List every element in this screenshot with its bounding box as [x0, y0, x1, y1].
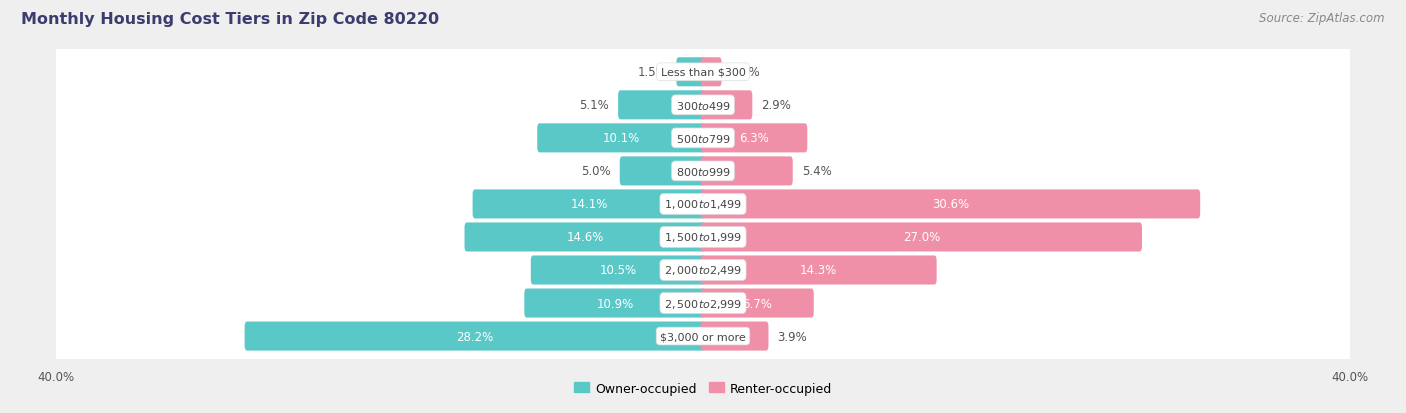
Text: 14.6%: 14.6% [567, 231, 603, 244]
FancyBboxPatch shape [52, 115, 1354, 162]
Text: 30.6%: 30.6% [932, 198, 969, 211]
FancyBboxPatch shape [700, 223, 1142, 252]
Text: $1,000 to $1,499: $1,000 to $1,499 [664, 198, 742, 211]
FancyBboxPatch shape [464, 223, 706, 252]
Text: 10.9%: 10.9% [596, 297, 634, 310]
FancyBboxPatch shape [52, 49, 1354, 96]
Text: $2,500 to $2,999: $2,500 to $2,999 [664, 297, 742, 310]
Text: 27.0%: 27.0% [903, 231, 939, 244]
Text: 6.3%: 6.3% [740, 132, 769, 145]
Text: 6.7%: 6.7% [742, 297, 772, 310]
FancyBboxPatch shape [700, 124, 807, 153]
Text: 14.3%: 14.3% [800, 264, 837, 277]
FancyBboxPatch shape [524, 289, 706, 318]
FancyBboxPatch shape [52, 313, 1354, 360]
Text: $500 to $799: $500 to $799 [675, 133, 731, 145]
FancyBboxPatch shape [700, 58, 721, 87]
FancyBboxPatch shape [531, 256, 706, 285]
FancyBboxPatch shape [700, 322, 769, 351]
Text: 5.0%: 5.0% [581, 165, 610, 178]
FancyBboxPatch shape [52, 280, 1354, 327]
Text: 14.1%: 14.1% [571, 198, 607, 211]
FancyBboxPatch shape [245, 322, 706, 351]
Text: 2.9%: 2.9% [761, 99, 792, 112]
FancyBboxPatch shape [52, 247, 1354, 294]
Text: Monthly Housing Cost Tiers in Zip Code 80220: Monthly Housing Cost Tiers in Zip Code 8… [21, 12, 439, 27]
Text: 28.2%: 28.2% [457, 330, 494, 343]
Legend: Owner-occupied, Renter-occupied: Owner-occupied, Renter-occupied [568, 377, 838, 399]
FancyBboxPatch shape [700, 256, 936, 285]
FancyBboxPatch shape [676, 58, 706, 87]
FancyBboxPatch shape [700, 157, 793, 186]
Text: Less than $300: Less than $300 [661, 68, 745, 78]
FancyBboxPatch shape [52, 82, 1354, 129]
Text: 1.5%: 1.5% [638, 66, 668, 79]
FancyBboxPatch shape [620, 157, 706, 186]
Text: $3,000 or more: $3,000 or more [661, 331, 745, 341]
Text: 3.9%: 3.9% [778, 330, 807, 343]
FancyBboxPatch shape [472, 190, 706, 219]
FancyBboxPatch shape [700, 289, 814, 318]
Text: 10.5%: 10.5% [599, 264, 637, 277]
FancyBboxPatch shape [700, 190, 1201, 219]
Text: $2,000 to $2,499: $2,000 to $2,499 [664, 264, 742, 277]
Text: Source: ZipAtlas.com: Source: ZipAtlas.com [1260, 12, 1385, 25]
Text: 5.1%: 5.1% [579, 99, 609, 112]
FancyBboxPatch shape [700, 91, 752, 120]
Text: $1,500 to $1,999: $1,500 to $1,999 [664, 231, 742, 244]
Text: 10.1%: 10.1% [603, 132, 640, 145]
Text: 1.0%: 1.0% [731, 66, 761, 79]
FancyBboxPatch shape [52, 214, 1354, 261]
Text: $300 to $499: $300 to $499 [675, 100, 731, 112]
Text: 5.4%: 5.4% [801, 165, 831, 178]
FancyBboxPatch shape [52, 181, 1354, 228]
Text: $800 to $999: $800 to $999 [675, 166, 731, 178]
FancyBboxPatch shape [537, 124, 706, 153]
FancyBboxPatch shape [52, 148, 1354, 195]
FancyBboxPatch shape [619, 91, 706, 120]
